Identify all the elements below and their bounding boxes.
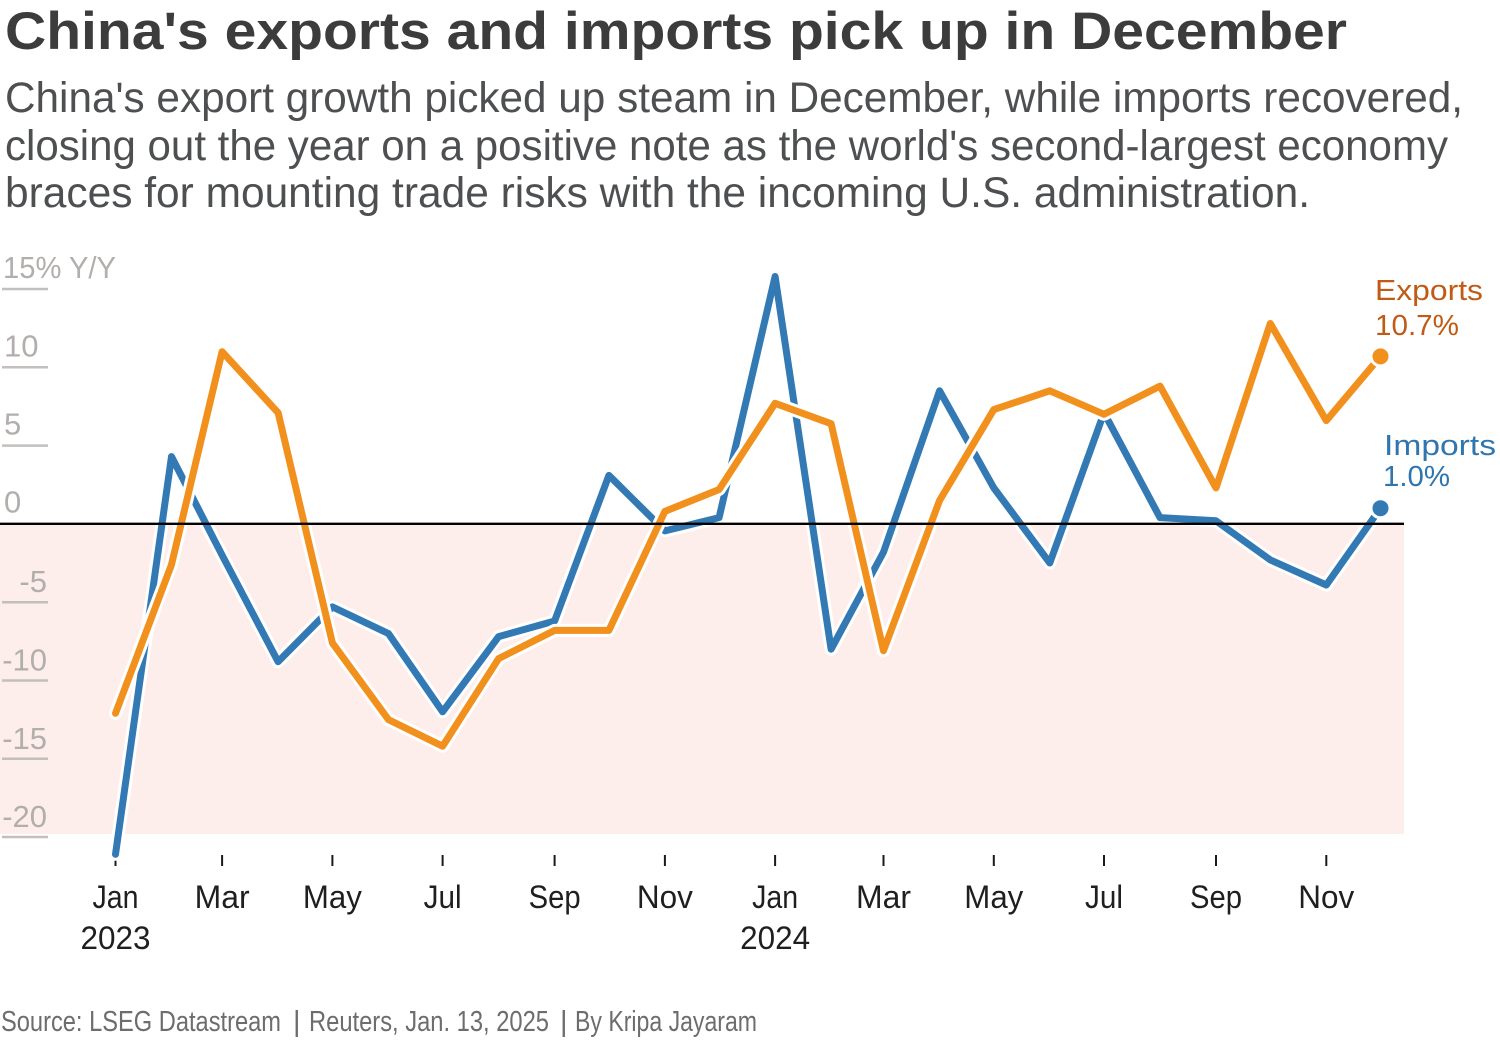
svg-text:May: May: [303, 879, 362, 915]
svg-text:2023: 2023: [81, 920, 151, 956]
svg-text:2024: 2024: [740, 920, 810, 956]
svg-text:1.0%: 1.0%: [1383, 461, 1450, 493]
svg-text:Jan: Jan: [752, 879, 798, 915]
svg-text:May: May: [964, 879, 1023, 915]
svg-text:Jul: Jul: [424, 879, 462, 915]
svg-text:Nov: Nov: [1298, 879, 1354, 915]
svg-text:Mar: Mar: [856, 879, 911, 915]
svg-text:10: 10: [4, 328, 38, 363]
svg-text:braces for mounting trade risk: braces for mounting trade risks with the…: [5, 169, 1310, 217]
svg-text:0: 0: [4, 485, 21, 520]
svg-text:-20: -20: [2, 799, 47, 834]
svg-text:-5: -5: [19, 564, 47, 599]
svg-text:Source: LSEG Datastream|Reuter: Source: LSEG Datastream | Reuters, Jan. 13…: [1, 1006, 757, 1038]
svg-text:-10: -10: [2, 643, 47, 678]
svg-text:-15: -15: [2, 721, 47, 756]
svg-text:10.7%: 10.7%: [1375, 310, 1459, 342]
svg-text:China's exports and imports pi: China's exports and imports pick up in D…: [5, 2, 1347, 61]
svg-text:Jul: Jul: [1085, 879, 1123, 915]
svg-text:Mar: Mar: [195, 879, 250, 915]
svg-text:Imports: Imports: [1384, 430, 1496, 462]
svg-text:closing out the year on a posi: closing out the year on a positive note …: [5, 122, 1448, 170]
svg-text:Sep: Sep: [529, 879, 581, 915]
svg-text:5: 5: [4, 407, 21, 442]
svg-text:Exports: Exports: [1375, 275, 1483, 307]
svg-text:Nov: Nov: [637, 879, 693, 915]
svg-text:China's export growth picked u: China's export growth picked up steam in…: [5, 74, 1463, 122]
svg-text:Jan: Jan: [93, 879, 139, 915]
svg-text:15% Y/Y: 15% Y/Y: [3, 250, 116, 285]
svg-text:Sep: Sep: [1190, 879, 1242, 915]
